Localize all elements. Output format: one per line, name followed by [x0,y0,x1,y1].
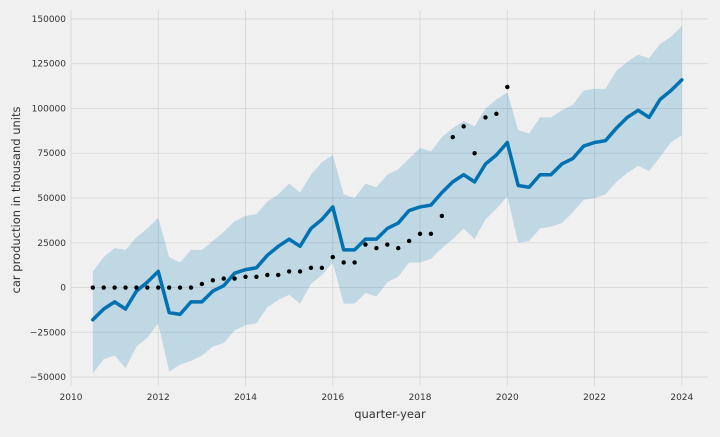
y-tick-label: 150000 [32,15,67,25]
observed-data-point [90,285,96,290]
forecast-line-group [91,78,684,322]
x-tick-label: 2024 [670,393,693,403]
observed-data-point [450,134,455,140]
observed-data-point [319,265,325,271]
observed-data-point [199,281,205,287]
observed-data-point [112,285,117,290]
observed-data-point [406,238,412,244]
observed-data-point [374,245,379,251]
y-axis-label: car production in thousand units [9,107,23,294]
observed-data-point [156,285,161,290]
y-tick-label: −50000 [30,373,66,383]
observed-data-point [494,111,499,117]
x-tick-label: 2016 [321,393,344,403]
observed-data-point [341,260,346,265]
grid-lines [70,10,708,386]
x-axis-label: quarter-year [354,407,426,421]
observed-data-point [177,285,183,290]
tick-labels: 2010 2012 2014 2016 2018 2020 2022 2024 −50000 −2… [30,15,694,403]
y-tick-label: 0 [60,284,66,294]
forecast-line [91,78,684,322]
x-tick-label: 2012 [147,393,170,403]
y-tick-label: 100000 [32,104,67,114]
observed-data-point [276,272,281,278]
observed-data-point [254,274,259,279]
observed-data-point [145,285,150,290]
y-tick-label: −25000 [30,328,66,338]
observed-data-point [428,231,434,237]
x-tick-label: 2022 [583,393,606,403]
observed-data-point [243,274,248,279]
observed-data-point [352,260,357,265]
observed-data-point [505,84,510,90]
observed-data-point [210,278,215,283]
observed-data-point [385,242,390,247]
observed-data-point [123,285,128,290]
observed-data-point [101,285,106,290]
observed-data-point [221,276,226,281]
uncertainty-band [92,26,682,374]
y-tick-label: 25000 [37,239,66,249]
x-tick-label: 2020 [496,393,519,403]
observed-data-point [330,254,335,260]
y-tick-label: 50000 [37,194,66,204]
observed-data-point [363,242,368,247]
x-tick-label: 2014 [234,393,257,403]
y-tick-label: 125000 [32,60,67,70]
observed-data-point [472,151,477,156]
observed-data-point [417,231,423,237]
confidence-interval-area [92,26,682,374]
observed-data-point [166,285,172,290]
observed-data-point [461,124,466,129]
observed-data-point [188,285,194,290]
observed-data-point [134,285,139,290]
observed-data-point [308,265,314,271]
observed-data-point [439,213,445,219]
observed-data-point [483,115,488,120]
observed-data-point [286,269,292,274]
observed-data-point [297,269,303,274]
observed-data-point [265,272,270,278]
x-tick-label: 2018 [409,393,432,403]
observed-points [90,84,510,290]
observed-data-point [396,245,401,251]
x-tick-label: 2010 [60,393,83,403]
y-tick-label: 75000 [37,149,66,159]
observed-data-point [232,276,237,281]
